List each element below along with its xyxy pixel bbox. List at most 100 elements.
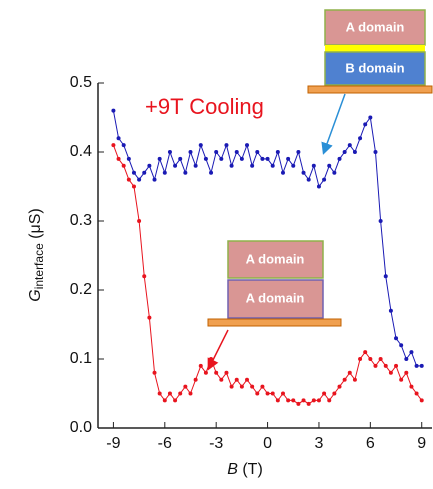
data-point — [419, 363, 424, 368]
data-point — [296, 150, 301, 154]
data-point — [332, 170, 337, 175]
data-point — [301, 170, 306, 175]
data-point — [188, 391, 193, 396]
data-point — [142, 170, 147, 175]
data-point — [157, 391, 162, 396]
data-point — [347, 370, 352, 375]
data-point — [255, 150, 260, 154]
x-tick-label: 9 — [417, 435, 426, 452]
data-point — [198, 143, 203, 148]
data-point — [280, 170, 285, 175]
data-point — [327, 163, 332, 168]
x-tick-label: 6 — [366, 435, 375, 452]
data-point — [368, 115, 373, 120]
data-point — [373, 150, 378, 154]
data-point — [142, 274, 147, 279]
data-point — [270, 163, 275, 168]
data-point — [275, 150, 280, 154]
x-tick-label: -6 — [158, 435, 172, 452]
data-point — [291, 163, 296, 168]
data-point — [342, 150, 347, 154]
data-point — [157, 156, 162, 161]
layer-box — [227, 240, 324, 279]
data-point — [394, 336, 399, 341]
data-point — [414, 391, 419, 396]
data-point — [250, 163, 255, 168]
data-point — [188, 150, 193, 154]
data-point — [322, 177, 327, 182]
data-point — [116, 156, 121, 161]
data-point — [409, 384, 414, 389]
data-point — [203, 156, 208, 161]
data-point — [270, 391, 275, 396]
data-point — [229, 384, 234, 389]
series-line — [112, 110, 422, 367]
y-tick-label: 0.2 — [70, 281, 92, 298]
data-point — [399, 343, 404, 348]
data-point — [358, 136, 363, 141]
x-tick-label: 3 — [315, 435, 324, 452]
data-point — [399, 377, 404, 382]
x-axis-label: B (T) — [227, 461, 263, 478]
data-point — [167, 150, 172, 154]
data-point — [219, 156, 224, 161]
data-point — [193, 163, 198, 168]
data-point — [306, 401, 311, 406]
data-point — [301, 398, 306, 403]
inset-label: A domain — [246, 251, 305, 266]
y-tick-label: 0.0 — [70, 419, 92, 436]
data-point — [337, 156, 342, 161]
data-point — [173, 163, 178, 168]
y-tick-label: 0.5 — [70, 74, 92, 91]
data-point — [363, 350, 368, 355]
data-point — [178, 391, 183, 396]
data-point — [322, 391, 327, 396]
data-point — [126, 156, 131, 161]
data-point — [296, 401, 301, 406]
data-point — [167, 391, 172, 396]
arrow — [207, 329, 229, 371]
x-label-unit: (T) — [238, 461, 263, 478]
data-point — [209, 170, 214, 175]
data-point — [316, 398, 321, 403]
data-point — [239, 384, 244, 389]
data-point — [137, 177, 142, 182]
data-point — [214, 150, 219, 154]
data-point — [245, 143, 250, 148]
data-point — [316, 184, 321, 189]
data-point — [193, 377, 198, 382]
x-label-symbol: B — [227, 461, 238, 478]
data-point — [219, 377, 224, 382]
y-tick-label: 0.3 — [70, 212, 92, 229]
data-point — [239, 156, 244, 161]
data-point — [147, 163, 152, 168]
data-point — [178, 156, 183, 161]
data-point — [363, 122, 368, 127]
x-tick-label: 0 — [263, 435, 272, 452]
data-point — [291, 398, 296, 403]
data-point — [183, 384, 188, 389]
data-point — [183, 170, 188, 175]
inset-label: A domain — [346, 19, 405, 34]
y-label-symbol: G — [27, 289, 44, 301]
data-point — [373, 363, 378, 368]
data-point — [131, 184, 136, 189]
data-point — [162, 170, 167, 175]
data-point — [275, 398, 280, 403]
data-point — [394, 363, 399, 368]
substrate — [307, 85, 433, 94]
annotation: +9T Cooling — [145, 94, 264, 119]
layer-box — [227, 279, 324, 319]
data-point — [116, 136, 121, 141]
data-point — [255, 391, 260, 396]
y-tick-label: 0.4 — [70, 143, 92, 160]
data-point — [347, 143, 352, 148]
inset-bottom: A domain A domain — [207, 240, 342, 371]
data-point — [383, 274, 388, 279]
data-point — [378, 219, 383, 223]
data-point — [419, 398, 424, 403]
inset-label: A domain — [246, 290, 305, 305]
data-point — [245, 377, 250, 382]
data-point — [173, 398, 178, 403]
x-tick-label: -3 — [209, 435, 223, 452]
